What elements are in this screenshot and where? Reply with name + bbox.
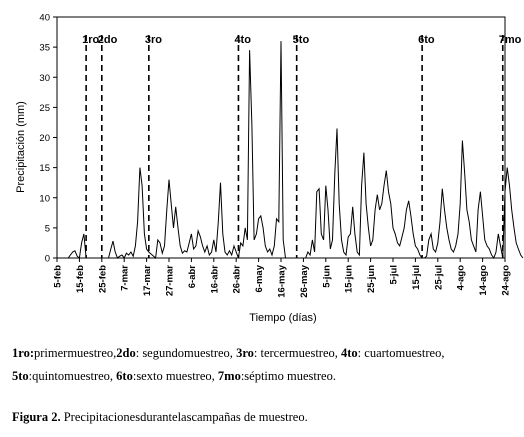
x-tick-label: 5-jun: [321, 265, 332, 288]
legend-key: 3ro: [236, 346, 254, 360]
figure-caption-text: Precipitacionesdurantelascampañas de mue…: [60, 410, 308, 424]
x-tick-label: 5-jul: [389, 265, 400, 285]
x-tick-label: 7-mar: [120, 265, 131, 291]
legend-desc: :quintomuestreo,: [28, 369, 117, 383]
legend-key: 7mo: [217, 369, 241, 383]
x-tick-label: 25-jun: [366, 265, 377, 293]
x-tick-label: 25-jul: [433, 265, 444, 290]
x-tick-label: 14-ago: [478, 265, 489, 296]
y-tick-label: 20: [39, 133, 50, 144]
campaign-label: 5to: [293, 34, 310, 46]
y-tick-label: 10: [39, 193, 50, 204]
campaign-label: 4to: [234, 34, 251, 46]
legend-key: 1ro:: [12, 346, 34, 360]
campaign-label: 3ro: [145, 34, 162, 46]
legend-desc: : cuartomuestreo,: [357, 346, 445, 360]
precipitation-chart: 0 5 10 15 20 25 30 35 40 5-feb 15-feb 25-feb 7-mar 1…: [15, 13, 524, 324]
y-tick-label: 30: [39, 73, 50, 84]
legend-line-2: 5to:quintomuestreo, 6to:sexto muestreo, …: [12, 365, 520, 388]
y-axis-label: Precipitación (mm): [15, 101, 27, 193]
legend-desc: primermuestreo,: [34, 346, 117, 360]
x-tick-label: 17-mar: [142, 265, 153, 296]
x-tick-label: 27-mar: [165, 265, 176, 296]
x-tick-label: 26-abr: [232, 265, 243, 294]
y-tick-label: 40: [39, 13, 50, 24]
legend-desc: :sexto muestreo,: [132, 369, 218, 383]
y-tick-layer: 0 5 10 15 20 25 30 35 40: [39, 13, 57, 265]
campaign-label: 7mo: [499, 34, 522, 46]
series-layer: [57, 41, 524, 260]
legend-desc: : segundomuestreo,: [135, 346, 237, 360]
x-tick-label: 16-abr: [209, 265, 220, 294]
legend-desc: :séptimo muestreo.: [240, 369, 336, 383]
campaign-label: 6to: [418, 34, 435, 46]
figure-caption-label: Figura 2.: [12, 410, 61, 424]
x-tick-label: 6-abr: [187, 265, 198, 289]
campaign-label: 1ro: [82, 34, 99, 46]
y-tick-label: 15: [39, 163, 50, 174]
x-tick-label: 16-may: [277, 264, 288, 297]
legend-line-1: 1ro:primermuestreo,2do: segundomuestreo,…: [12, 342, 520, 365]
y-tick-label: 25: [39, 103, 50, 114]
y-tick-label: 5: [45, 223, 50, 234]
x-tick-label: 15-feb: [75, 265, 86, 293]
precipitation-line: [57, 41, 524, 260]
x-tick-label: 15-jun: [344, 265, 355, 293]
x-tick-label: 24-ago: [501, 265, 512, 296]
x-tick-label: 5-feb: [53, 265, 64, 288]
x-tick-layer: 5-feb 15-feb 25-feb 7-mar 17-mar 27-mar 6-abr 1…: [53, 258, 512, 298]
x-tick-label: 25-feb: [97, 265, 108, 293]
x-axis-label: Tiempo (días): [249, 312, 316, 324]
legend-key: 6to: [116, 369, 133, 383]
x-tick-label: 26-may: [299, 264, 310, 297]
legend-key: 4to: [341, 346, 358, 360]
legend-key: 5to: [12, 369, 29, 383]
x-tick-label: 15-jul: [411, 265, 422, 290]
figure-caption: Figura 2. Precipitacionesdurantelascampa…: [12, 406, 520, 429]
legend-desc: : tercermuestreo,: [253, 346, 341, 360]
legend-key: 2do: [116, 346, 136, 360]
x-tick-label: 4-ago: [456, 265, 467, 291]
campaign-label: 2do: [98, 34, 118, 46]
campaign-legend: 1ro:primermuestreo,2do: segundomuestreo,…: [12, 342, 520, 388]
x-tick-label: 6-may: [254, 264, 265, 292]
y-tick-label: 35: [39, 43, 50, 54]
y-tick-label: 0: [45, 254, 50, 265]
